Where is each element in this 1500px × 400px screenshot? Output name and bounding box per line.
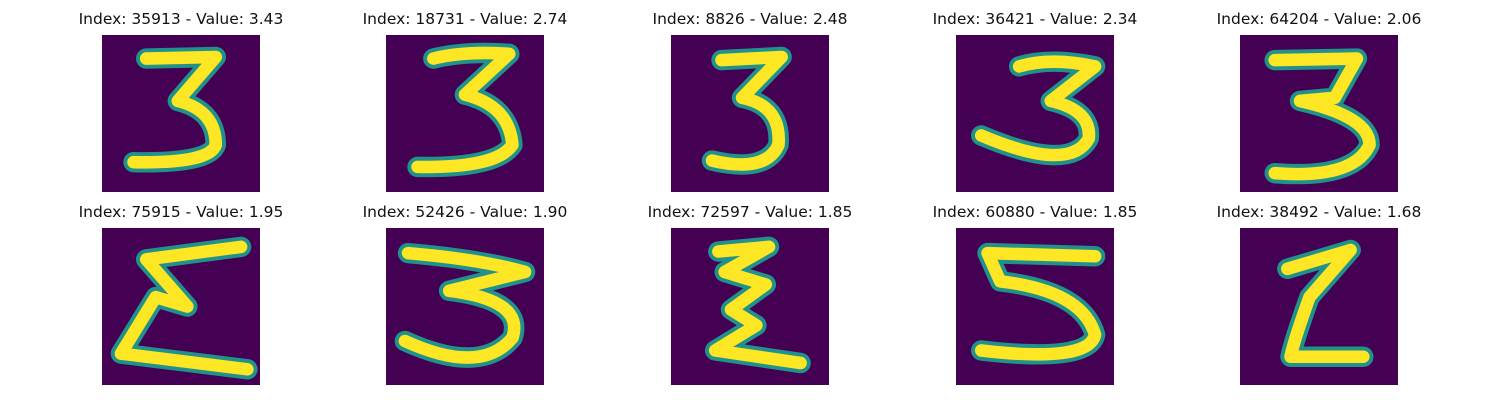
- digit-3-image: [671, 228, 829, 385]
- digit-2-image: [1240, 228, 1398, 385]
- digit-3-image: [102, 228, 260, 385]
- panel-title: Index: 18731 - Value: 2.74: [362, 10, 568, 28]
- panel-title: Index: 35913 - Value: 3.43: [78, 10, 284, 28]
- digit-3-image: [956, 35, 1114, 192]
- digit-3-image: [1240, 35, 1398, 192]
- panel-title: Index: 8826 - Value: 2.48: [652, 10, 848, 28]
- digit-panel: Index: 72597 - Value: 1.85: [605, 203, 895, 385]
- digit-3-image: [386, 35, 544, 192]
- digit-3-image: [102, 35, 260, 192]
- digit-3-image: [671, 35, 829, 192]
- panel-title: Index: 52426 - Value: 1.90: [362, 203, 568, 221]
- digit-panel: Index: 75915 - Value: 1.95: [36, 203, 326, 385]
- panel-title: Index: 75915 - Value: 1.95: [78, 203, 284, 221]
- digit-panel: Index: 8826 - Value: 2.48: [605, 10, 895, 192]
- panel-title: Index: 60880 - Value: 1.85: [932, 203, 1138, 221]
- digit-3-image: [386, 228, 544, 385]
- panel-title: Index: 38492 - Value: 1.68: [1216, 203, 1422, 221]
- panel-title: Index: 64204 - Value: 2.06: [1216, 10, 1422, 28]
- digit-5-image: [956, 228, 1114, 385]
- digit-panel: Index: 35913 - Value: 3.43: [36, 10, 326, 192]
- panel-title: Index: 72597 - Value: 1.85: [647, 203, 853, 221]
- digit-panel: Index: 52426 - Value: 1.90: [320, 203, 610, 385]
- digit-panel: Index: 36421 - Value: 2.34: [890, 10, 1180, 192]
- digit-panel: Index: 38492 - Value: 1.68: [1174, 203, 1464, 385]
- digit-panel: Index: 60880 - Value: 1.85: [890, 203, 1180, 385]
- digit-panel: Index: 64204 - Value: 2.06: [1174, 10, 1464, 192]
- panel-title: Index: 36421 - Value: 2.34: [932, 10, 1138, 28]
- digit-panel: Index: 18731 - Value: 2.74: [320, 10, 610, 192]
